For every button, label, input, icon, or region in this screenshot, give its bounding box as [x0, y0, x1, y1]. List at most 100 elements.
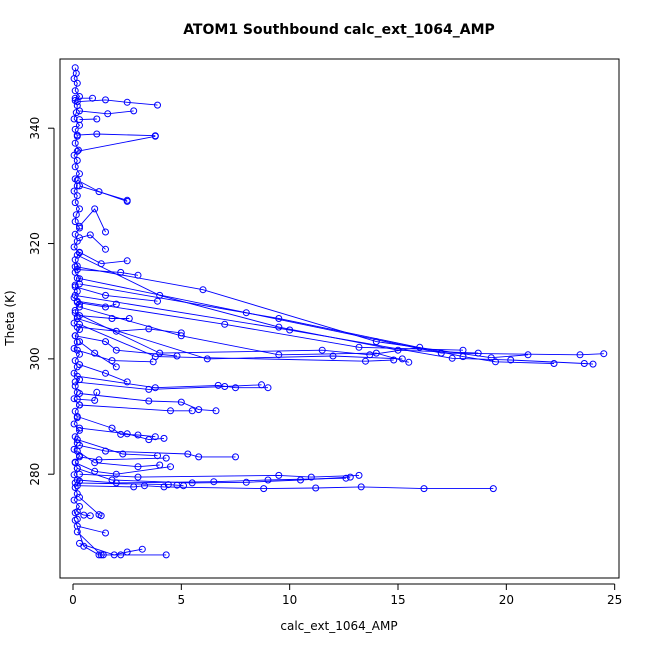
data-point — [112, 327, 120, 335]
series-line — [77, 477, 347, 484]
data-point — [91, 349, 99, 357]
series-line — [75, 286, 158, 302]
data-point — [134, 271, 142, 279]
series-line — [77, 439, 158, 457]
data-point — [73, 464, 81, 472]
data-point — [580, 360, 588, 367]
data-point — [71, 163, 79, 171]
data-point — [145, 385, 153, 393]
data-point — [123, 430, 131, 438]
data-point — [73, 147, 81, 155]
data-point — [346, 473, 354, 481]
data-point — [73, 98, 81, 106]
data-point — [76, 493, 83, 501]
data-point — [275, 351, 283, 359]
y-tick-label: 280 — [28, 463, 42, 486]
data-point — [70, 115, 78, 123]
series-line — [77, 135, 156, 152]
data-point — [275, 323, 283, 331]
data-point — [73, 131, 81, 139]
series-line — [77, 326, 182, 334]
data-point — [71, 382, 79, 390]
data-point — [95, 456, 103, 464]
data-point — [97, 512, 105, 520]
x-tick-label: 15 — [390, 593, 405, 607]
data-point — [95, 188, 103, 196]
data-point — [73, 482, 81, 490]
data-point — [156, 349, 164, 357]
data-point — [73, 157, 81, 164]
data-point — [459, 346, 467, 354]
data-point — [112, 479, 120, 487]
x-axis: 0 5 10 15 20 25 — [69, 583, 622, 607]
data-point — [160, 434, 168, 442]
data-point — [123, 98, 131, 106]
series-line — [77, 375, 268, 389]
data-point — [297, 476, 304, 484]
data-point — [184, 450, 192, 458]
data-point — [70, 75, 78, 83]
data-point — [134, 431, 142, 439]
data-point — [117, 430, 125, 438]
data-point — [70, 243, 78, 251]
data-point — [70, 395, 78, 403]
data-point — [80, 511, 88, 519]
data-point — [162, 454, 170, 462]
series-line — [77, 277, 604, 356]
data-point — [138, 545, 146, 553]
series-line — [79, 496, 102, 517]
y-axis-label: Theta (K) — [3, 290, 17, 346]
data-point — [112, 346, 120, 354]
data-point — [405, 358, 413, 366]
data-point — [71, 291, 79, 299]
series-line — [77, 300, 464, 351]
data-point — [160, 483, 168, 491]
series-line — [79, 404, 193, 412]
data-point — [71, 218, 79, 226]
series-line — [79, 323, 394, 362]
data-point — [71, 357, 79, 365]
y-axis: 280 300 320 340 — [28, 117, 55, 486]
data-point — [73, 447, 81, 455]
data-point — [71, 230, 79, 238]
series-line — [75, 312, 420, 356]
data-point — [112, 300, 120, 308]
data-point — [73, 436, 81, 444]
data-point — [180, 482, 187, 490]
plot-frame — [59, 58, 620, 579]
data-point — [448, 354, 456, 362]
data-point — [123, 378, 131, 386]
data-point — [76, 470, 83, 478]
series-line — [77, 349, 154, 363]
data-point — [199, 286, 207, 294]
data-point — [221, 320, 229, 328]
series-line — [79, 427, 165, 441]
y-tick-label: 340 — [28, 117, 42, 140]
data-point — [125, 315, 133, 322]
series-line — [79, 456, 167, 461]
data-point — [242, 478, 250, 486]
data-point — [177, 398, 185, 406]
series-line — [75, 266, 529, 359]
series-line — [77, 133, 156, 137]
x-tick-label: 0 — [69, 593, 77, 607]
data-point — [73, 323, 81, 331]
data-point — [97, 260, 105, 268]
data-point — [104, 110, 112, 118]
data-point — [86, 231, 94, 239]
series-line — [75, 294, 594, 365]
series-line — [77, 318, 403, 360]
series-line — [79, 208, 106, 233]
data-point — [102, 529, 109, 537]
series-line — [79, 473, 360, 478]
data-point — [73, 413, 81, 420]
data-point — [70, 187, 78, 195]
data-point — [188, 407, 196, 415]
series-line — [77, 485, 494, 490]
series-line — [79, 251, 128, 265]
data-point — [141, 482, 148, 490]
series-line — [77, 511, 91, 517]
data-point — [151, 132, 159, 140]
